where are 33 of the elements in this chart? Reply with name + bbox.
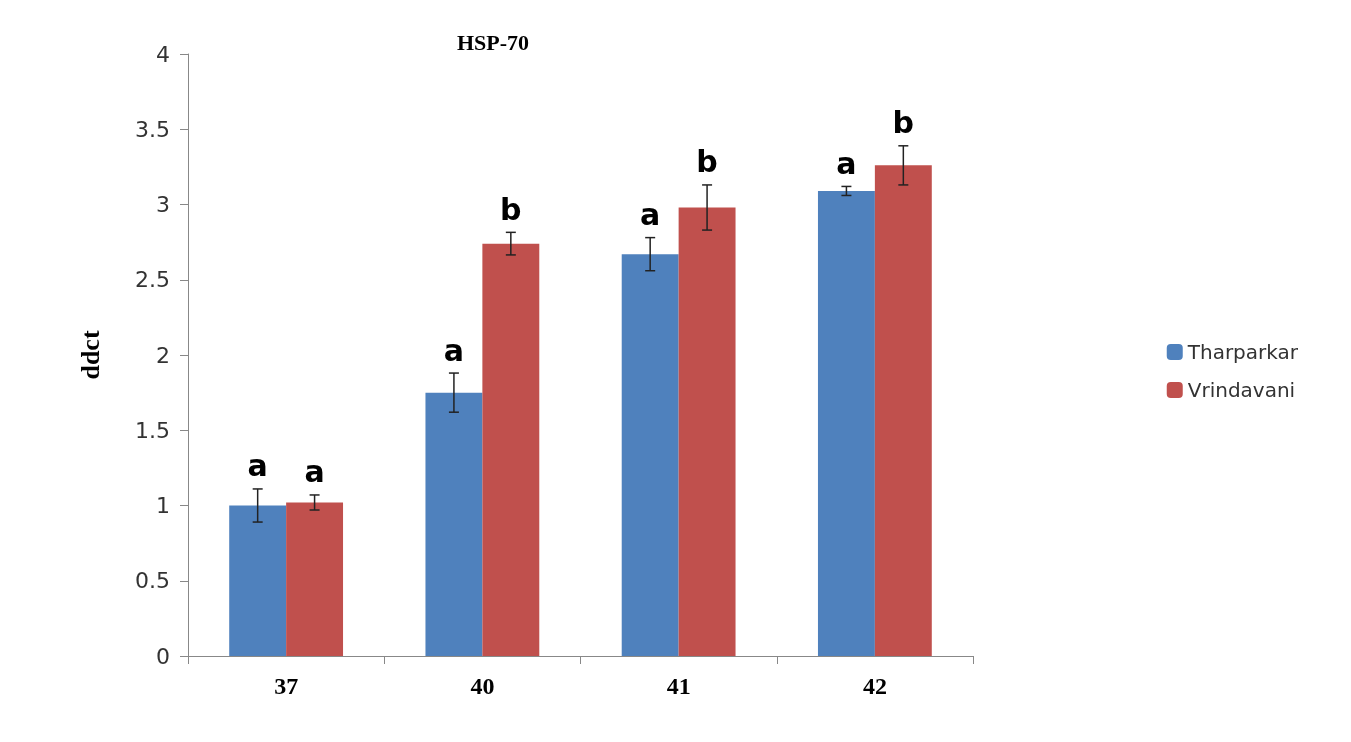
y-tick-label: 1.5 [135, 417, 170, 443]
annotation: a [836, 145, 857, 181]
annotation: a [247, 448, 268, 484]
annotation: a [443, 332, 465, 368]
bar [482, 243, 540, 656]
x-tick-label: 37 [274, 673, 299, 699]
y-tick-label: 3.5 [135, 116, 170, 142]
legend-label: Tharparkar [1186, 340, 1299, 364]
x-tick-label: 41 [666, 673, 691, 699]
annotation: b [696, 144, 718, 180]
annotation: b [892, 105, 915, 141]
y-tick-label: 2 [156, 342, 170, 368]
annotation: b [500, 191, 522, 227]
legend-label: Vrindavani [1187, 378, 1296, 402]
bar [425, 392, 483, 656]
x-tick-label: 42 [862, 673, 887, 699]
bar [286, 502, 344, 656]
annotation: a [304, 454, 325, 490]
annotation: a [640, 197, 661, 233]
chart-title: HSP-70 [456, 29, 530, 55]
y-tick-label: 0.5 [135, 568, 170, 594]
y-tick-label: 0 [156, 643, 170, 669]
bar [874, 165, 932, 656]
bar [229, 505, 287, 656]
bar [621, 254, 679, 656]
y-tick-label: 4 [156, 41, 170, 67]
bar [817, 190, 875, 656]
x-tick-label: 40 [470, 673, 495, 699]
y-tick-label: 2.5 [135, 267, 170, 293]
bar [678, 207, 736, 656]
y-tick-label: 1 [156, 493, 170, 518]
y-axis-title: ddct [75, 330, 105, 380]
y-tick-label: 3 [156, 192, 170, 217]
